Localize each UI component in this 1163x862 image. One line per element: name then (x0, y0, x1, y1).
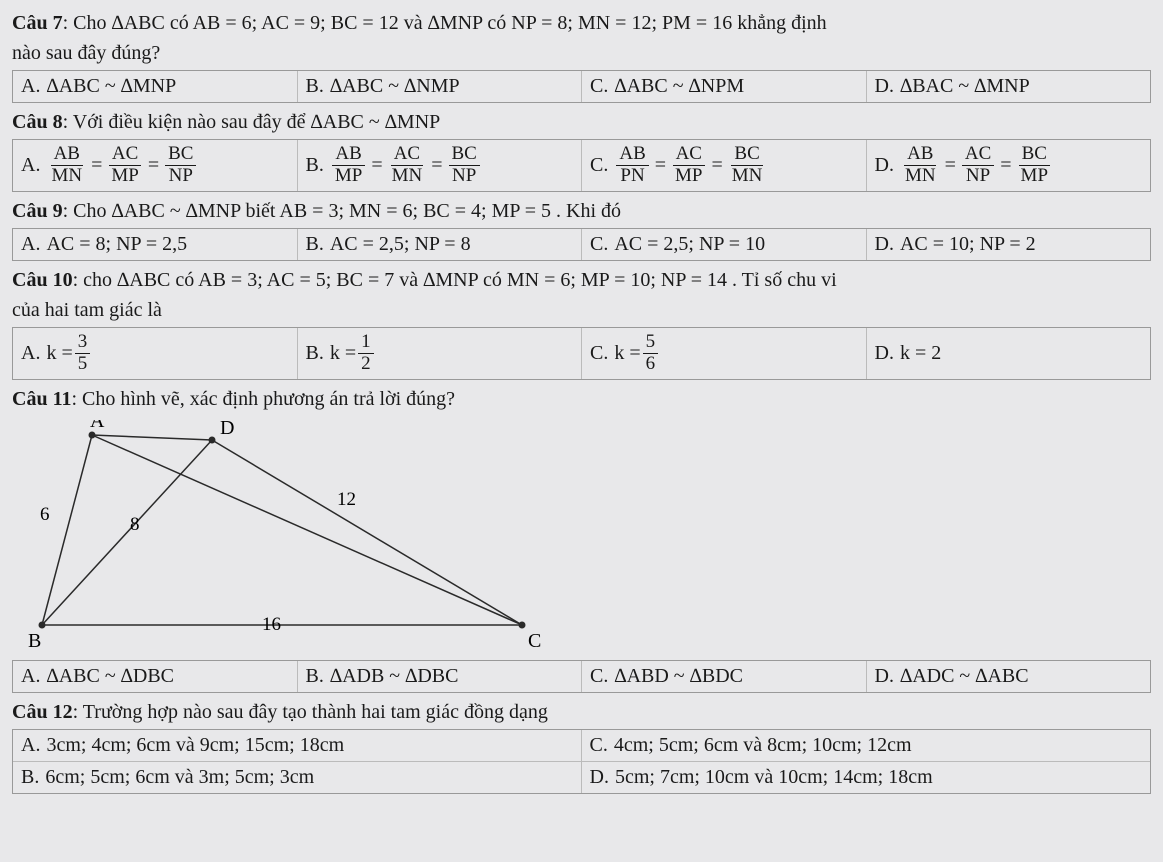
question-9: Câu 9: Cho ∆ABC ~ ∆MNP biết AB = 3; MN =… (12, 196, 1151, 226)
q10-options: A. k = 35 B. k = 12 C. k = 56 D. k = 2 (12, 327, 1151, 380)
q11-options: A.∆ABC ~ ∆DBC B.∆ADB ~ ∆DBC C.∆ABD ~ ∆BD… (12, 660, 1151, 693)
q8-opt-d[interactable]: D. ABMN= ACNP= BCMP (867, 140, 1151, 191)
q7-opt-d[interactable]: D.∆BAC ~ ∆MNP (867, 71, 1151, 102)
q10-opt-a[interactable]: A. k = 35 (13, 328, 298, 379)
q11-opt-b[interactable]: B.∆ADB ~ ∆DBC (298, 661, 583, 692)
svg-text:D: D (220, 420, 234, 439)
q11-opt-d[interactable]: D.∆ADC ~ ∆ABC (867, 661, 1151, 692)
svg-text:12: 12 (337, 489, 356, 510)
q10-opt-d[interactable]: D. k = 2 (867, 328, 1151, 379)
q7-number: Câu 7 (12, 12, 63, 34)
q12-options: A.3cm; 4cm; 6cm và 9cm; 15cm; 18cm C.4cm… (12, 729, 1151, 794)
q7-opt-c[interactable]: C.∆ABC ~ ∆NPM (582, 71, 867, 102)
svg-text:16: 16 (262, 614, 281, 635)
q7-opt-b[interactable]: B.∆ABC ~ ∆NMP (298, 71, 583, 102)
q7-options: A.∆ABC ~ ∆MNP B.∆ABC ~ ∆NMP C.∆ABC ~ ∆NP… (12, 70, 1151, 103)
q9-opt-a[interactable]: A.AC = 8; NP = 2,5 (13, 229, 298, 260)
q12-opt-d[interactable]: D.5cm; 7cm; 10cm và 10cm; 14cm; 18cm (582, 761, 1151, 793)
triangle-diagram: 4 6 8 12 16 A D B C (22, 420, 582, 650)
svg-text:4: 4 (142, 420, 152, 425)
q9-opt-b[interactable]: B.AC = 2,5; NP = 8 (298, 229, 583, 260)
svg-text:6: 6 (40, 504, 50, 525)
q7-opt-a[interactable]: A.∆ABC ~ ∆MNP (13, 71, 298, 102)
q8-options: A. ABMN= ACMP= BCNP B. ABMP= ACMN= BCNP … (12, 139, 1151, 192)
q11-opt-a[interactable]: A.∆ABC ~ ∆DBC (13, 661, 298, 692)
q11-opt-c[interactable]: C.∆ABD ~ ∆BDC (582, 661, 867, 692)
q9-options: A.AC = 8; NP = 2,5 B.AC = 2,5; NP = 8 C.… (12, 228, 1151, 261)
question-10: Câu 10: cho ∆ABC có AB = 3; AC = 5; BC =… (12, 265, 1151, 325)
q10-opt-c[interactable]: C. k = 56 (582, 328, 867, 379)
q9-opt-c[interactable]: C.AC = 2,5; NP = 10 (582, 229, 867, 260)
q8-opt-a[interactable]: A. ABMN= ACMP= BCNP (13, 140, 298, 191)
q11-figure: 4 6 8 12 16 A D B C (22, 420, 582, 650)
svg-text:B: B (28, 630, 41, 650)
question-8: Câu 8: Với điều kiện nào sau đây để ∆ABC… (12, 107, 1151, 137)
q12-opt-c[interactable]: C.4cm; 5cm; 6cm và 8cm; 10cm; 12cm (582, 730, 1151, 761)
question-12: Câu 12: Trường hợp nào sau đây tạo thành… (12, 697, 1151, 727)
q8-number: Câu 8 (12, 111, 63, 133)
q10-opt-b[interactable]: B. k = 12 (298, 328, 583, 379)
q8-body: : Với điều kiện nào sau đây để ∆ABC ~ ∆M… (63, 111, 441, 133)
q8-opt-b[interactable]: B. ABMP= ACMN= BCNP (298, 140, 583, 191)
q7-body2: nào sau đây đúng? (12, 42, 160, 64)
q12-opt-b[interactable]: B.6cm; 5cm; 6cm và 3m; 5cm; 3cm (13, 761, 582, 793)
question-11: Câu 11: Cho hình vẽ, xác định phương án … (12, 384, 1151, 414)
question-7: Câu 7: Cho ∆ABC có AB = 6; AC = 9; BC = … (12, 8, 1151, 68)
q12-opt-a[interactable]: A.3cm; 4cm; 6cm và 9cm; 15cm; 18cm (13, 730, 582, 761)
q9-opt-d[interactable]: D.AC = 10; NP = 2 (867, 229, 1151, 260)
svg-text:8: 8 (130, 514, 140, 535)
q7-body: : Cho ∆ABC có AB = 6; AC = 9; BC = 12 và… (63, 12, 827, 34)
svg-text:A: A (90, 420, 105, 432)
svg-text:C: C (528, 630, 541, 650)
q8-opt-c[interactable]: C. ABPN= ACMP= BCMN (582, 140, 867, 191)
